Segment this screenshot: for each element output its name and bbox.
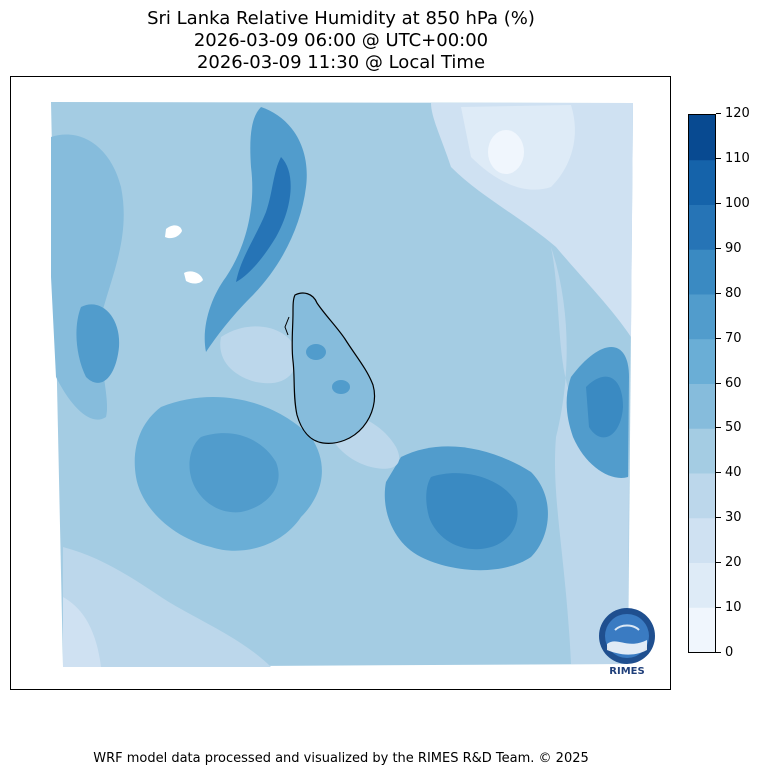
colorbar-swatch — [689, 562, 715, 608]
map-frame — [10, 76, 671, 690]
humidity-field-west-core — [76, 304, 120, 383]
colorbar — [688, 114, 716, 653]
humidity-field-min-ne — [488, 130, 524, 174]
colorbar-swatch — [689, 428, 715, 474]
humidity-map — [51, 102, 633, 667]
colorbar-tick-label: 40 — [716, 466, 756, 480]
rimes-seal-icon — [599, 608, 655, 664]
utc-time-label: 2026-03-09 06:00 @ UTC+00:00 — [193, 30, 489, 51]
humidity-field-southeast-core — [426, 473, 518, 550]
humidity-field-west-moist — [51, 134, 124, 420]
colorbar-swatch — [689, 383, 715, 429]
colorbar-swatch — [689, 115, 715, 161]
colorbar-tick-label: 110 — [716, 151, 756, 166]
humidity-field-island-core — [332, 380, 350, 394]
colorbar-tick-label: 60 — [716, 376, 756, 391]
colorbar-tick-label: 50 — [716, 421, 756, 435]
coastline-detail — [284, 316, 290, 336]
colorbar-tick-label: 30 — [716, 511, 756, 525]
colorbar-tick-label: 70 — [716, 331, 756, 346]
missing-data-patch — [184, 271, 203, 284]
colorbar-tick-label: 90 — [716, 241, 756, 256]
colorbar-swatch — [689, 338, 715, 384]
humidity-field-island-west — [220, 326, 297, 384]
map-title: Sri Lanka Relative Humidity at 850 hPa (… — [147, 8, 535, 29]
colorbar-swatch — [689, 517, 715, 563]
missing-data-patch — [165, 225, 182, 239]
colorbar-swatch — [689, 294, 715, 340]
sri-lanka-outline — [291, 292, 376, 444]
colorbar-tick-label: 10 — [716, 601, 756, 615]
colorbar-tick-label: 100 — [716, 196, 756, 211]
humidity-field-island-core — [306, 344, 326, 360]
colorbar-tick-label: 80 — [716, 286, 756, 301]
humidity-field-north-core — [236, 157, 291, 282]
colorbar-swatch — [689, 204, 715, 250]
colorbar-tick-label: 0 — [716, 646, 756, 660]
rimes-logo: RIMES — [597, 606, 657, 678]
colorbar-swatch — [689, 607, 715, 652]
humidity-field-south-light — [63, 547, 271, 667]
colorbar-tick-label: 120 — [716, 107, 756, 121]
colorbar-tick-label: 20 — [716, 556, 756, 570]
colorbar-swatches — [689, 115, 715, 652]
humidity-field-central-core — [189, 433, 279, 513]
humidity-field-east-core — [586, 376, 623, 438]
credit-footer: WRF model data processed and visualized … — [93, 751, 589, 766]
colorbar-swatch — [689, 473, 715, 519]
rimes-logo-text: RIMES — [609, 666, 645, 677]
colorbar-swatch — [689, 249, 715, 295]
local-time-label: 2026-03-09 11:30 @ Local Time — [196, 52, 486, 73]
humidity-field-south-verylight — [63, 597, 101, 667]
colorbar-swatch — [689, 159, 715, 205]
